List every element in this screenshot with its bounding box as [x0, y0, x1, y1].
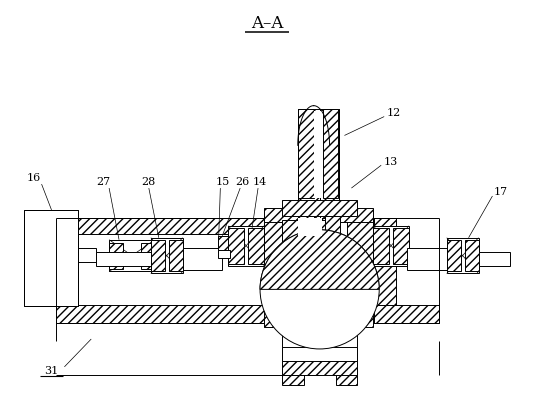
Bar — [248, 228, 264, 264]
Bar — [298, 216, 313, 238]
Bar — [264, 208, 373, 222]
Text: 16: 16 — [27, 173, 41, 183]
Bar — [78, 248, 96, 262]
Bar — [335, 349, 357, 385]
Bar — [151, 240, 164, 271]
Bar — [282, 349, 304, 385]
Bar — [296, 351, 343, 373]
Bar — [316, 220, 337, 289]
Text: 28: 28 — [142, 177, 156, 187]
Bar — [96, 252, 151, 266]
Bar — [57, 305, 320, 323]
Bar — [320, 109, 340, 218]
Bar — [23, 210, 78, 306]
Bar — [57, 218, 320, 234]
Bar — [282, 329, 357, 351]
Bar — [407, 248, 447, 269]
Text: 15: 15 — [215, 177, 230, 187]
Bar — [323, 109, 339, 198]
Text: 17: 17 — [493, 187, 507, 197]
Bar — [57, 218, 78, 305]
Bar — [282, 347, 357, 361]
Circle shape — [260, 230, 379, 349]
Bar — [374, 218, 396, 305]
Bar — [151, 240, 164, 271]
Bar — [308, 334, 332, 346]
Bar — [298, 109, 313, 198]
Bar — [248, 228, 264, 264]
Bar — [325, 216, 341, 238]
Bar — [218, 236, 230, 252]
Bar — [228, 228, 244, 264]
Bar — [447, 240, 461, 271]
Text: 27: 27 — [96, 177, 110, 187]
Bar — [218, 250, 230, 258]
Bar — [167, 240, 180, 271]
Text: 26: 26 — [235, 177, 249, 187]
Text: 13: 13 — [384, 157, 398, 167]
Text: A–A: A–A — [251, 15, 283, 32]
Bar — [462, 240, 476, 271]
Bar — [282, 220, 304, 289]
Bar — [393, 228, 409, 264]
Bar — [109, 240, 155, 271]
Bar — [298, 218, 321, 236]
Bar — [183, 248, 222, 269]
Bar — [465, 240, 478, 271]
Bar — [447, 240, 461, 271]
Bar — [311, 326, 328, 334]
Bar — [373, 226, 409, 266]
Bar — [228, 228, 244, 264]
Text: 31: 31 — [44, 366, 59, 376]
Wedge shape — [260, 230, 379, 289]
Bar — [374, 305, 439, 323]
Bar — [304, 111, 316, 210]
Text: 12: 12 — [387, 108, 401, 118]
Text: 14: 14 — [253, 177, 267, 187]
Bar — [109, 243, 123, 269]
Bar — [141, 243, 155, 269]
Bar — [373, 228, 389, 264]
Bar — [478, 252, 511, 266]
Bar — [348, 216, 373, 327]
Bar — [123, 240, 153, 271]
Bar — [282, 200, 357, 216]
Bar — [447, 238, 478, 273]
Bar — [109, 243, 123, 269]
Bar — [228, 226, 264, 266]
Bar — [151, 238, 183, 273]
Bar — [298, 109, 320, 218]
Bar — [313, 111, 323, 198]
Bar — [264, 216, 290, 327]
Bar — [282, 361, 357, 375]
Bar — [169, 240, 183, 271]
Bar — [373, 228, 389, 264]
Bar — [393, 228, 409, 264]
